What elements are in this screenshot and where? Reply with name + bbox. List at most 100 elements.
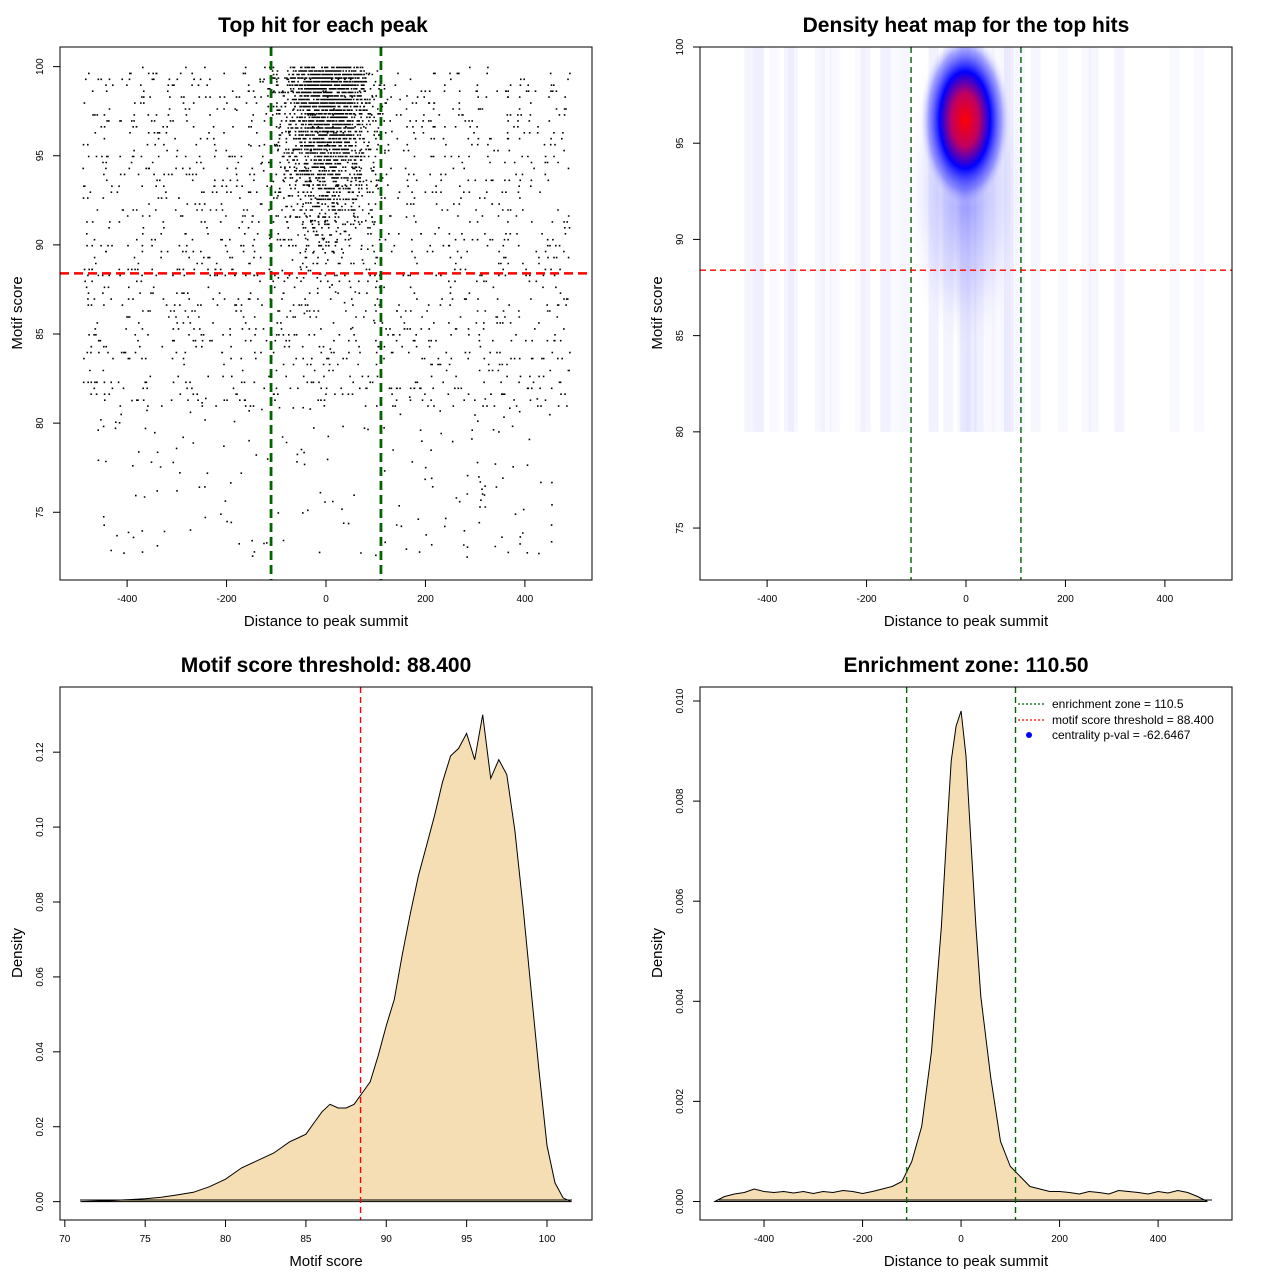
y-axis-label: Motif score <box>9 276 26 349</box>
y-tick-label: 75 <box>35 506 46 518</box>
y-tick-label: 0.02 <box>35 1117 46 1137</box>
heatmap-streak <box>784 47 794 432</box>
legend-swatch-pval <box>1026 732 1032 738</box>
y-tick-label: 90 <box>35 239 46 251</box>
x-axis-label: Distance to peak summit <box>884 1253 1049 1270</box>
y-tick-label: 90 <box>675 233 686 245</box>
y-tick-label: 100 <box>675 38 686 55</box>
x-tick-label: 100 <box>539 1234 556 1245</box>
x-tick-label: 0 <box>958 1234 964 1245</box>
scatter-point <box>82 66 571 558</box>
heatmap-streak <box>1193 47 1204 432</box>
y-tick-label: 100 <box>35 58 46 75</box>
y-axis-ticks: 0.000 0.002 0.004 0.006 0.008 0.010 <box>675 688 701 1214</box>
reference-lines <box>60 47 592 580</box>
x-tick-label: 80 <box>220 1234 232 1245</box>
y-tick-label: 0.006 <box>675 888 686 913</box>
heatmap-streak <box>829 47 840 432</box>
y-tick-label: 80 <box>675 426 686 438</box>
x-tick-label: -400 <box>757 594 777 605</box>
heatmap-streak <box>1081 47 1092 432</box>
y-axis-label: Density <box>9 927 26 978</box>
y-tick-label: 95 <box>35 150 46 162</box>
y-tick-label: 0.002 <box>675 1088 686 1113</box>
y-tick-label: 85 <box>35 328 46 340</box>
heatmap-streak <box>1169 47 1180 432</box>
x-tick-label: -400 <box>754 1234 774 1245</box>
scatter-points <box>82 66 571 558</box>
heatmap-streak <box>753 47 764 432</box>
reference-lines <box>700 47 1232 580</box>
y-axis-label: Motif score <box>649 276 666 349</box>
y-tick-label: 0.12 <box>35 742 46 762</box>
heatmap-streak <box>855 47 866 432</box>
heatmap-streak <box>1030 47 1041 432</box>
legend-label: enrichment zone = 110.5 <box>1052 697 1184 711</box>
x-tick-label: 200 <box>417 594 434 605</box>
x-tick-label: 75 <box>140 1234 152 1245</box>
y-axis-ticks: 0.00 0.02 0.04 0.06 0.08 0.10 0.12 <box>35 742 61 1211</box>
x-tick-label: 90 <box>381 1234 393 1245</box>
heatmap-streak <box>1088 47 1099 432</box>
x-tick-label: 400 <box>1150 1234 1167 1245</box>
heatmap-panel: Density heat map for the top hits -400 -2… <box>649 14 1233 630</box>
y-axis-label: Density <box>649 927 666 978</box>
heatmap-streak <box>899 47 910 432</box>
x-tick-label: -200 <box>853 1234 873 1245</box>
heatmap-streak <box>879 47 890 432</box>
reference-lines <box>905 687 1017 1220</box>
heatmap-streak <box>821 47 832 432</box>
x-axis-label: Distance to peak summit <box>244 613 409 630</box>
chart-title: Enrichment zone: 110.50 <box>843 654 1088 677</box>
heatmap-streak <box>744 47 755 432</box>
plot-frame <box>59 46 593 581</box>
x-tick-label: 400 <box>517 594 534 605</box>
y-tick-label: 0.00 <box>35 1191 46 1211</box>
x-tick-label: 0 <box>963 594 969 605</box>
x-tick-label: 0 <box>323 594 329 605</box>
distance-density-panel: Enrichment zone: 110.50 -400 -200 0 200 400 … <box>649 654 1233 1270</box>
x-tick-label: 70 <box>59 1234 71 1245</box>
x-tick-label: -200 <box>857 594 877 605</box>
y-tick-label: 0.04 <box>35 1042 46 1062</box>
density-area <box>713 710 1208 1203</box>
heatmap-core <box>919 47 1011 208</box>
y-tick-label: 0.10 <box>35 817 46 837</box>
x-axis-ticks: 70 75 80 85 90 95 100 <box>59 1219 556 1245</box>
x-tick-label: 200 <box>1051 1234 1068 1245</box>
heatmap-streak <box>815 47 826 432</box>
heatmap-streak <box>754 47 765 432</box>
y-axis-ticks: 75 80 85 90 95 100 <box>675 38 701 534</box>
y-tick-label: 75 <box>675 522 686 534</box>
scatter-panel: Top hit for each peak -400 -200 0 200 400 75… <box>9 14 593 630</box>
chart-title: Top hit for each peak <box>218 14 428 37</box>
legend-label: motif score threshold = 88.400 <box>1052 713 1214 727</box>
score-density-panel: Motif score threshold: 88.400 70 75 80 85 90… <box>9 654 593 1270</box>
legend: enrichment zone = 110.5 motif score thre… <box>1018 697 1214 742</box>
x-tick-label: -200 <box>217 594 237 605</box>
x-axis-label: Motif score <box>289 1253 362 1270</box>
chart-title: Motif score threshold: 88.400 <box>181 654 472 677</box>
y-axis-ticks: 75 80 85 90 95 100 <box>35 58 61 518</box>
x-axis-ticks: -400 -200 0 200 400 <box>754 1219 1167 1245</box>
legend-label: centrality p-val = -62.6467 <box>1052 728 1191 742</box>
heatmap-streak <box>769 47 780 432</box>
x-tick-label: 95 <box>461 1234 473 1245</box>
heatmap-streak <box>788 47 798 432</box>
x-axis-label: Distance to peak summit <box>884 613 1049 630</box>
x-tick-label: 400 <box>1157 594 1174 605</box>
density-area <box>80 714 572 1203</box>
heatmap-streak <box>1114 47 1124 432</box>
x-axis-ticks: -400 -200 0 200 400 <box>117 579 534 605</box>
heatmap-streak <box>1057 47 1068 432</box>
x-axis-ticks: -400 -200 0 200 400 <box>757 579 1174 605</box>
x-tick-label: -400 <box>117 594 137 605</box>
y-tick-label: 0.08 <box>35 892 46 912</box>
y-tick-label: 0.06 <box>35 967 46 987</box>
y-tick-label: 85 <box>675 330 686 342</box>
y-tick-label: 0.008 <box>675 788 686 813</box>
heatmap-streak <box>880 47 891 432</box>
x-tick-label: 85 <box>300 1234 312 1245</box>
chart-title: Density heat map for the top hits <box>803 14 1130 37</box>
